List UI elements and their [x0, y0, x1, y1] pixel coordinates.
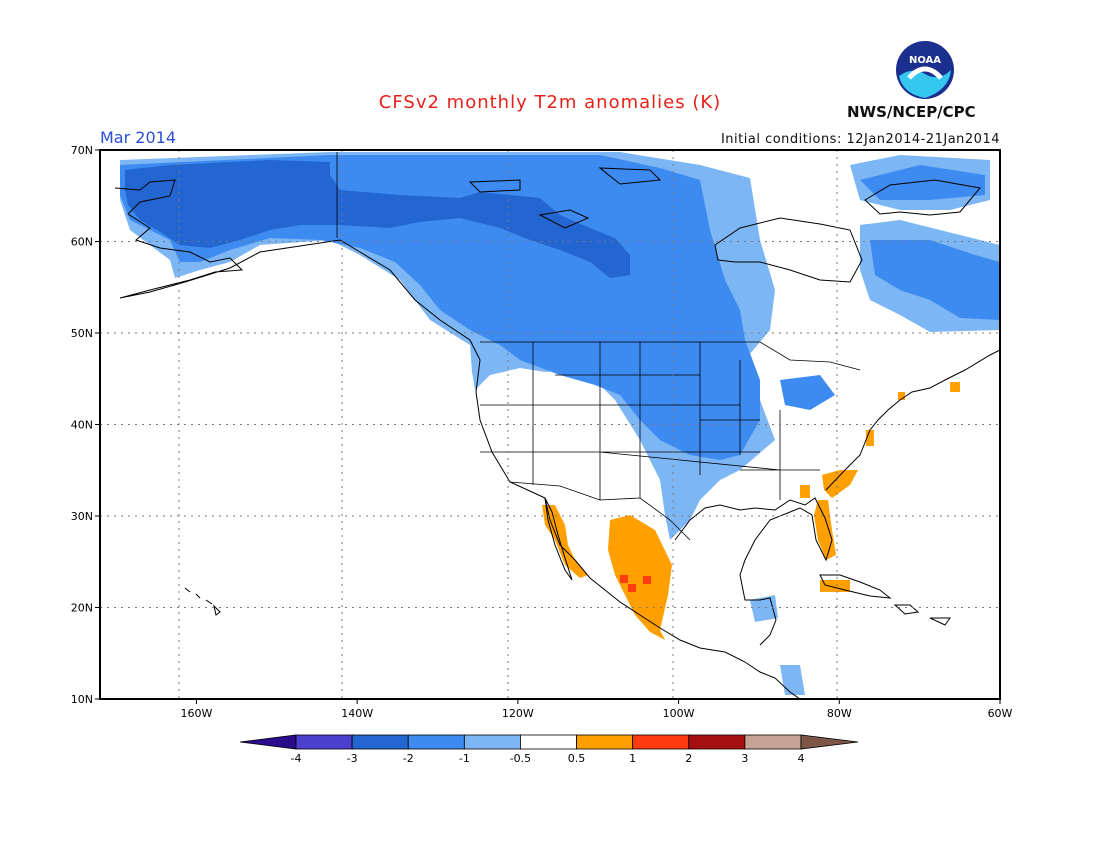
anomaly-shading-cold	[120, 152, 1000, 695]
valid-month-label: Mar 2014	[100, 128, 176, 147]
colorbar-swatch	[520, 734, 577, 750]
lon-label-140W: 140W	[341, 707, 373, 720]
colorbar-swatch	[688, 734, 746, 750]
lon-label-120W: 120W	[502, 707, 534, 720]
colorbar-tick-label: 3	[741, 752, 748, 765]
colorbar-swatch	[576, 734, 634, 750]
colorbar-swatch	[744, 734, 802, 750]
initial-conditions-label: Initial conditions: 12Jan2014-21Jan2014	[720, 132, 1000, 147]
colorbar-tick-label: 1	[629, 752, 636, 765]
lat-label-20N: 20N	[71, 602, 93, 615]
colorbar-swatch	[351, 734, 409, 750]
colorbar-tick-label: 2	[685, 752, 692, 765]
longitude-labels: 160W 140W 120W 100W 80W 60W	[180, 699, 1013, 720]
political-boundaries	[336, 152, 861, 541]
noaa-logo-icon: NOAA	[896, 41, 954, 99]
colorbar-tick-label: -4	[291, 752, 302, 765]
colorbar-tick-label: -1	[459, 752, 470, 765]
colorbar-tick-label: -3	[347, 752, 358, 765]
colorbar-tick-label: -0.5	[510, 752, 531, 765]
lon-label-160W: 160W	[180, 707, 212, 720]
logo-text: NOAA	[909, 55, 941, 66]
map-title: CFSv2 monthly T2m anomalies (K)	[378, 92, 722, 113]
colorbar-tick-label: 4	[798, 752, 805, 765]
lat-label-60N: 60N	[71, 236, 93, 249]
lat-lon-grid	[100, 150, 1000, 699]
colorbar-min-arrow	[239, 734, 297, 750]
colorbar-tick-label: -2	[403, 752, 414, 765]
lon-label-100W: 100W	[663, 707, 695, 720]
colorbar-max-arrow	[800, 734, 859, 750]
lat-label-50N: 50N	[71, 327, 93, 340]
lon-label-80W: 80W	[827, 707, 852, 720]
colorbar-swatch	[632, 734, 690, 750]
lat-label-40N: 40N	[71, 419, 93, 432]
colorbar-tick-label: 0.5	[568, 752, 586, 765]
agency-label: NWS/NCEP/CPC	[847, 103, 976, 121]
lat-label-30N: 30N	[71, 510, 93, 523]
colorbar-swatch	[463, 734, 521, 750]
lat-label-10N: 10N	[71, 693, 93, 706]
latitude-labels: 70N 60N 50N 40N 30N 20N 10N	[71, 144, 100, 706]
lon-label-60W: 60W	[988, 707, 1013, 720]
colorbar-swatch	[407, 734, 465, 750]
map-area	[100, 150, 1000, 699]
colorbar: -4 -3 -2 -1 -0.5 0.5 1 2 3 4	[239, 734, 859, 765]
coastline	[114, 167, 1000, 699]
lat-label-70N: 70N	[71, 144, 93, 157]
colorbar-swatch	[295, 734, 353, 750]
